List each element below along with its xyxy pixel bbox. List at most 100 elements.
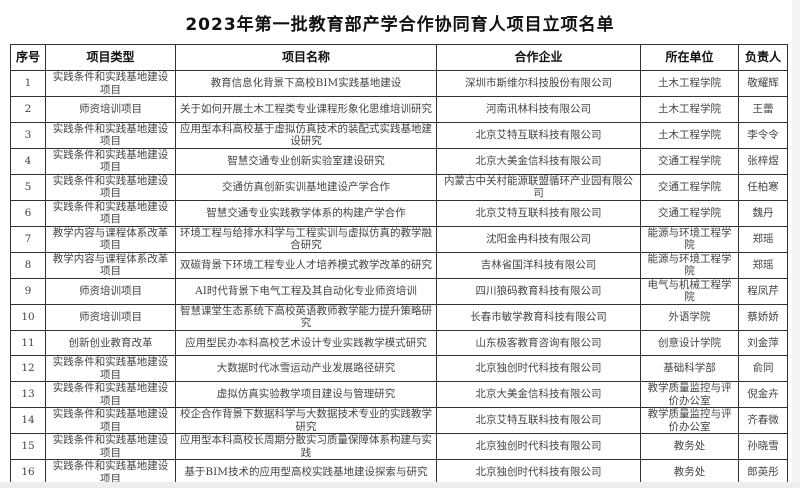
cell-leader-text: 王蕾 xyxy=(752,103,774,115)
cell-type: 实践条件和实践基地建设项目 xyxy=(45,407,176,434)
cell-unit-text: 教务处 xyxy=(673,440,706,453)
cell-company: 北京大美金信科技有限公司 xyxy=(436,381,641,408)
cell-leader: 齐春微 xyxy=(738,407,788,434)
cell-company: 深圳市斯维尔科技股份有限公司 xyxy=(436,70,641,97)
cell-no-text: 11 xyxy=(21,336,35,349)
table-row: 1 实践条件和实践基地建设项目 教育信息化背景下高校BIM实践基地建设 深圳市斯维尔科… xyxy=(10,70,788,97)
cell-leader-text: 郎英彤 xyxy=(747,466,779,479)
cell-type-text: 教学内容与课程体系改革项目 xyxy=(52,226,169,251)
cell-no: 14 xyxy=(10,407,46,434)
cell-name-text: 应用型民办本科高校艺术设计专业实践教学模式研究 xyxy=(185,336,427,349)
cell-company-text: 吉林省国洋科技有限公司 xyxy=(480,258,597,271)
cell-leader-text: 程凤芹 xyxy=(747,284,779,297)
cell-type: 实践条件和实践基地建设项目 xyxy=(45,459,176,486)
cell-type: 实践条件和实践基地建设项目 xyxy=(45,199,176,227)
table-row: 9 师资培训项目 AI时代背景下电气工程及其自动化专业师资培训 四川狼码教育科技有限公… xyxy=(10,277,788,305)
cell-name-text: 基于BIM技术的应用型高校实践基地建设探索与研究 xyxy=(184,466,428,479)
cell-unit: 交通工程学院 xyxy=(640,147,739,175)
page-bottom-edge xyxy=(0,482,800,488)
cell-unit: 创意设计学院 xyxy=(640,329,739,356)
cell-type: 创新创业教育改革 xyxy=(45,329,176,356)
cell-no: 3 xyxy=(10,121,46,149)
cell-company: 四川狼码教育科技有限公司 xyxy=(436,277,641,305)
cell-type-text: 教学内容与课程体系改革项目 xyxy=(52,252,169,277)
cell-type-text: 师资培训项目 xyxy=(79,310,142,323)
cell-name-text: 环境工程与给排水科学与工程实训与虚拟仿真的教学融合研究 xyxy=(180,226,432,251)
cell-unit: 外语学院 xyxy=(640,303,739,331)
cell-leader: 郑瑶 xyxy=(738,251,788,279)
cell-unit-text: 交通工程学院 xyxy=(658,206,721,219)
cell-leader-text: 张梓煜 xyxy=(747,154,779,167)
cell-leader: 蔡娇娇 xyxy=(738,303,788,331)
cell-company-text: 北京大美金信科技有限公司 xyxy=(475,388,602,401)
cell-unit-text: 土木工程学院 xyxy=(658,103,721,115)
cell-unit-text: 土木工程学院 xyxy=(658,77,721,90)
cell-name: 大数据时代冰雪运动产业发展路径研究 xyxy=(175,355,437,382)
cell-leader: 郎英彤 xyxy=(738,459,788,486)
cell-unit: 能源与环境工程学院 xyxy=(640,225,739,253)
cell-name-text: 双碳背景下环境工程专业人才培养模式教学改革的研究 xyxy=(180,258,432,271)
cell-type-text: 实践条件和实践基地建设项目 xyxy=(52,148,169,173)
cell-name-text: 虚拟仿真实验教学项目建设与管理研究 xyxy=(216,388,396,401)
cell-no-text: 14 xyxy=(21,414,35,427)
cell-name: 应用型民办本科高校艺术设计专业实践教学模式研究 xyxy=(175,329,437,356)
cell-name-text: AI时代背景下电气工程及其自动化专业师资培训 xyxy=(195,284,417,297)
cell-unit: 交通工程学院 xyxy=(640,199,739,227)
cell-type: 师资培训项目 xyxy=(45,96,176,123)
cell-no-text: 8 xyxy=(24,258,32,271)
table-row: 15 实践条件和实践基地建设项目 应用型本科高校长周期分散实习质量保障体系构建与实践… xyxy=(10,433,788,460)
cell-unit-text: 交通工程学院 xyxy=(658,180,721,193)
cell-company-text: 北京艾特互联科技有限公司 xyxy=(475,206,602,219)
page-title: 2023年第一批教育部产学合作协同育人项目立项名单 xyxy=(185,15,615,35)
cell-leader: 刘金萍 xyxy=(738,329,788,356)
cell-no-text: 4 xyxy=(24,154,32,167)
cell-leader: 李令令 xyxy=(738,121,788,149)
cell-no-text: 7 xyxy=(24,232,32,245)
cell-no-text: 6 xyxy=(24,206,32,219)
cell-name: 交通仿真创新实训基地建设产学合作 xyxy=(175,173,437,201)
cell-company-text: 北京独创时代科技有限公司 xyxy=(475,440,602,453)
cell-no-text: 5 xyxy=(24,180,32,193)
cell-no-text: 15 xyxy=(21,440,35,453)
cell-company-text: 沈阳金冉科技有限公司 xyxy=(486,232,591,245)
table-row: 8 教学内容与课程体系改革项目 双碳背景下环境工程专业人才培养模式教学改革的研究 吉林… xyxy=(10,251,788,279)
cell-type-text: 实践条件和实践基地建设项目 xyxy=(52,408,169,433)
cell-unit: 电气与机械工程学院 xyxy=(640,277,739,305)
cell-leader: 张梓煜 xyxy=(738,147,788,175)
cell-unit-text: 土木工程学院 xyxy=(658,128,721,141)
cell-leader: 魏丹 xyxy=(738,199,788,227)
cell-name-text: 交通仿真创新实训基地建设产学合作 xyxy=(222,180,390,193)
cell-leader: 王蕾 xyxy=(738,96,788,123)
header-unit: 所在单位 xyxy=(640,44,739,71)
cell-leader-text: 俞同 xyxy=(752,362,774,375)
cell-leader-text: 李令令 xyxy=(747,128,779,141)
table-row: 16 实践条件和实践基地建设项目 基于BIM技术的应用型高校实践基地建设探索与研究 北… xyxy=(10,459,788,486)
table-row: 4 实践条件和实践基地建设项目 智慧交通专业创新实验室建设研究 北京大美金信科技有限公… xyxy=(10,147,788,175)
cell-leader-text: 魏丹 xyxy=(752,206,774,219)
cell-company: 北京艾特互联科技有限公司 xyxy=(436,407,641,434)
cell-name: 虚拟仿真实验教学项目建设与管理研究 xyxy=(175,381,437,408)
cell-name-text: 应用型本科高校长周期分散实习质量保障体系构建与实践 xyxy=(180,434,432,459)
cell-type: 师资培训项目 xyxy=(45,303,176,331)
cell-name: 应用型本科高校基于虚拟仿真技术的装配式实践基地建设研究 xyxy=(175,121,437,149)
cell-name: 应用型本科高校长周期分散实习质量保障体系构建与实践 xyxy=(175,433,437,460)
cell-company-text: 北京独创时代科技有限公司 xyxy=(475,466,602,479)
cell-type-text: 实践条件和实践基地建设项目 xyxy=(52,356,169,381)
table-row: 13 实践条件和实践基地建设项目 虚拟仿真实验教学项目建设与管理研究 北京大美金信科技… xyxy=(10,381,788,408)
cell-no: 9 xyxy=(10,277,46,305)
cell-type: 教学内容与课程体系改革项目 xyxy=(45,251,176,279)
cell-no-text: 9 xyxy=(24,284,32,297)
cell-type: 实践条件和实践基地建设项目 xyxy=(45,173,176,201)
cell-type-text: 师资培训项目 xyxy=(79,284,142,297)
cell-unit-text: 创意设计学院 xyxy=(658,336,721,349)
cell-company: 北京艾特互联科技有限公司 xyxy=(436,121,641,149)
cell-leader-text: 郑瑶 xyxy=(752,232,774,245)
cell-unit-text: 能源与环境工程学院 xyxy=(647,252,732,277)
cell-company: 北京独创时代科技有限公司 xyxy=(436,355,641,382)
table-row: 7 教学内容与课程体系改革项目 环境工程与给排水科学与工程实训与虚拟仿真的教学融合研… xyxy=(10,225,788,253)
cell-leader-text: 敬耀辉 xyxy=(747,77,779,90)
cell-leader: 敬耀辉 xyxy=(738,70,788,97)
cell-no-text: 10 xyxy=(21,310,35,323)
cell-leader-text: 倪金卉 xyxy=(747,388,779,401)
cell-name-text: 校企合作背景下数据科学与大数据技术专业的实践教学研究 xyxy=(180,408,432,433)
